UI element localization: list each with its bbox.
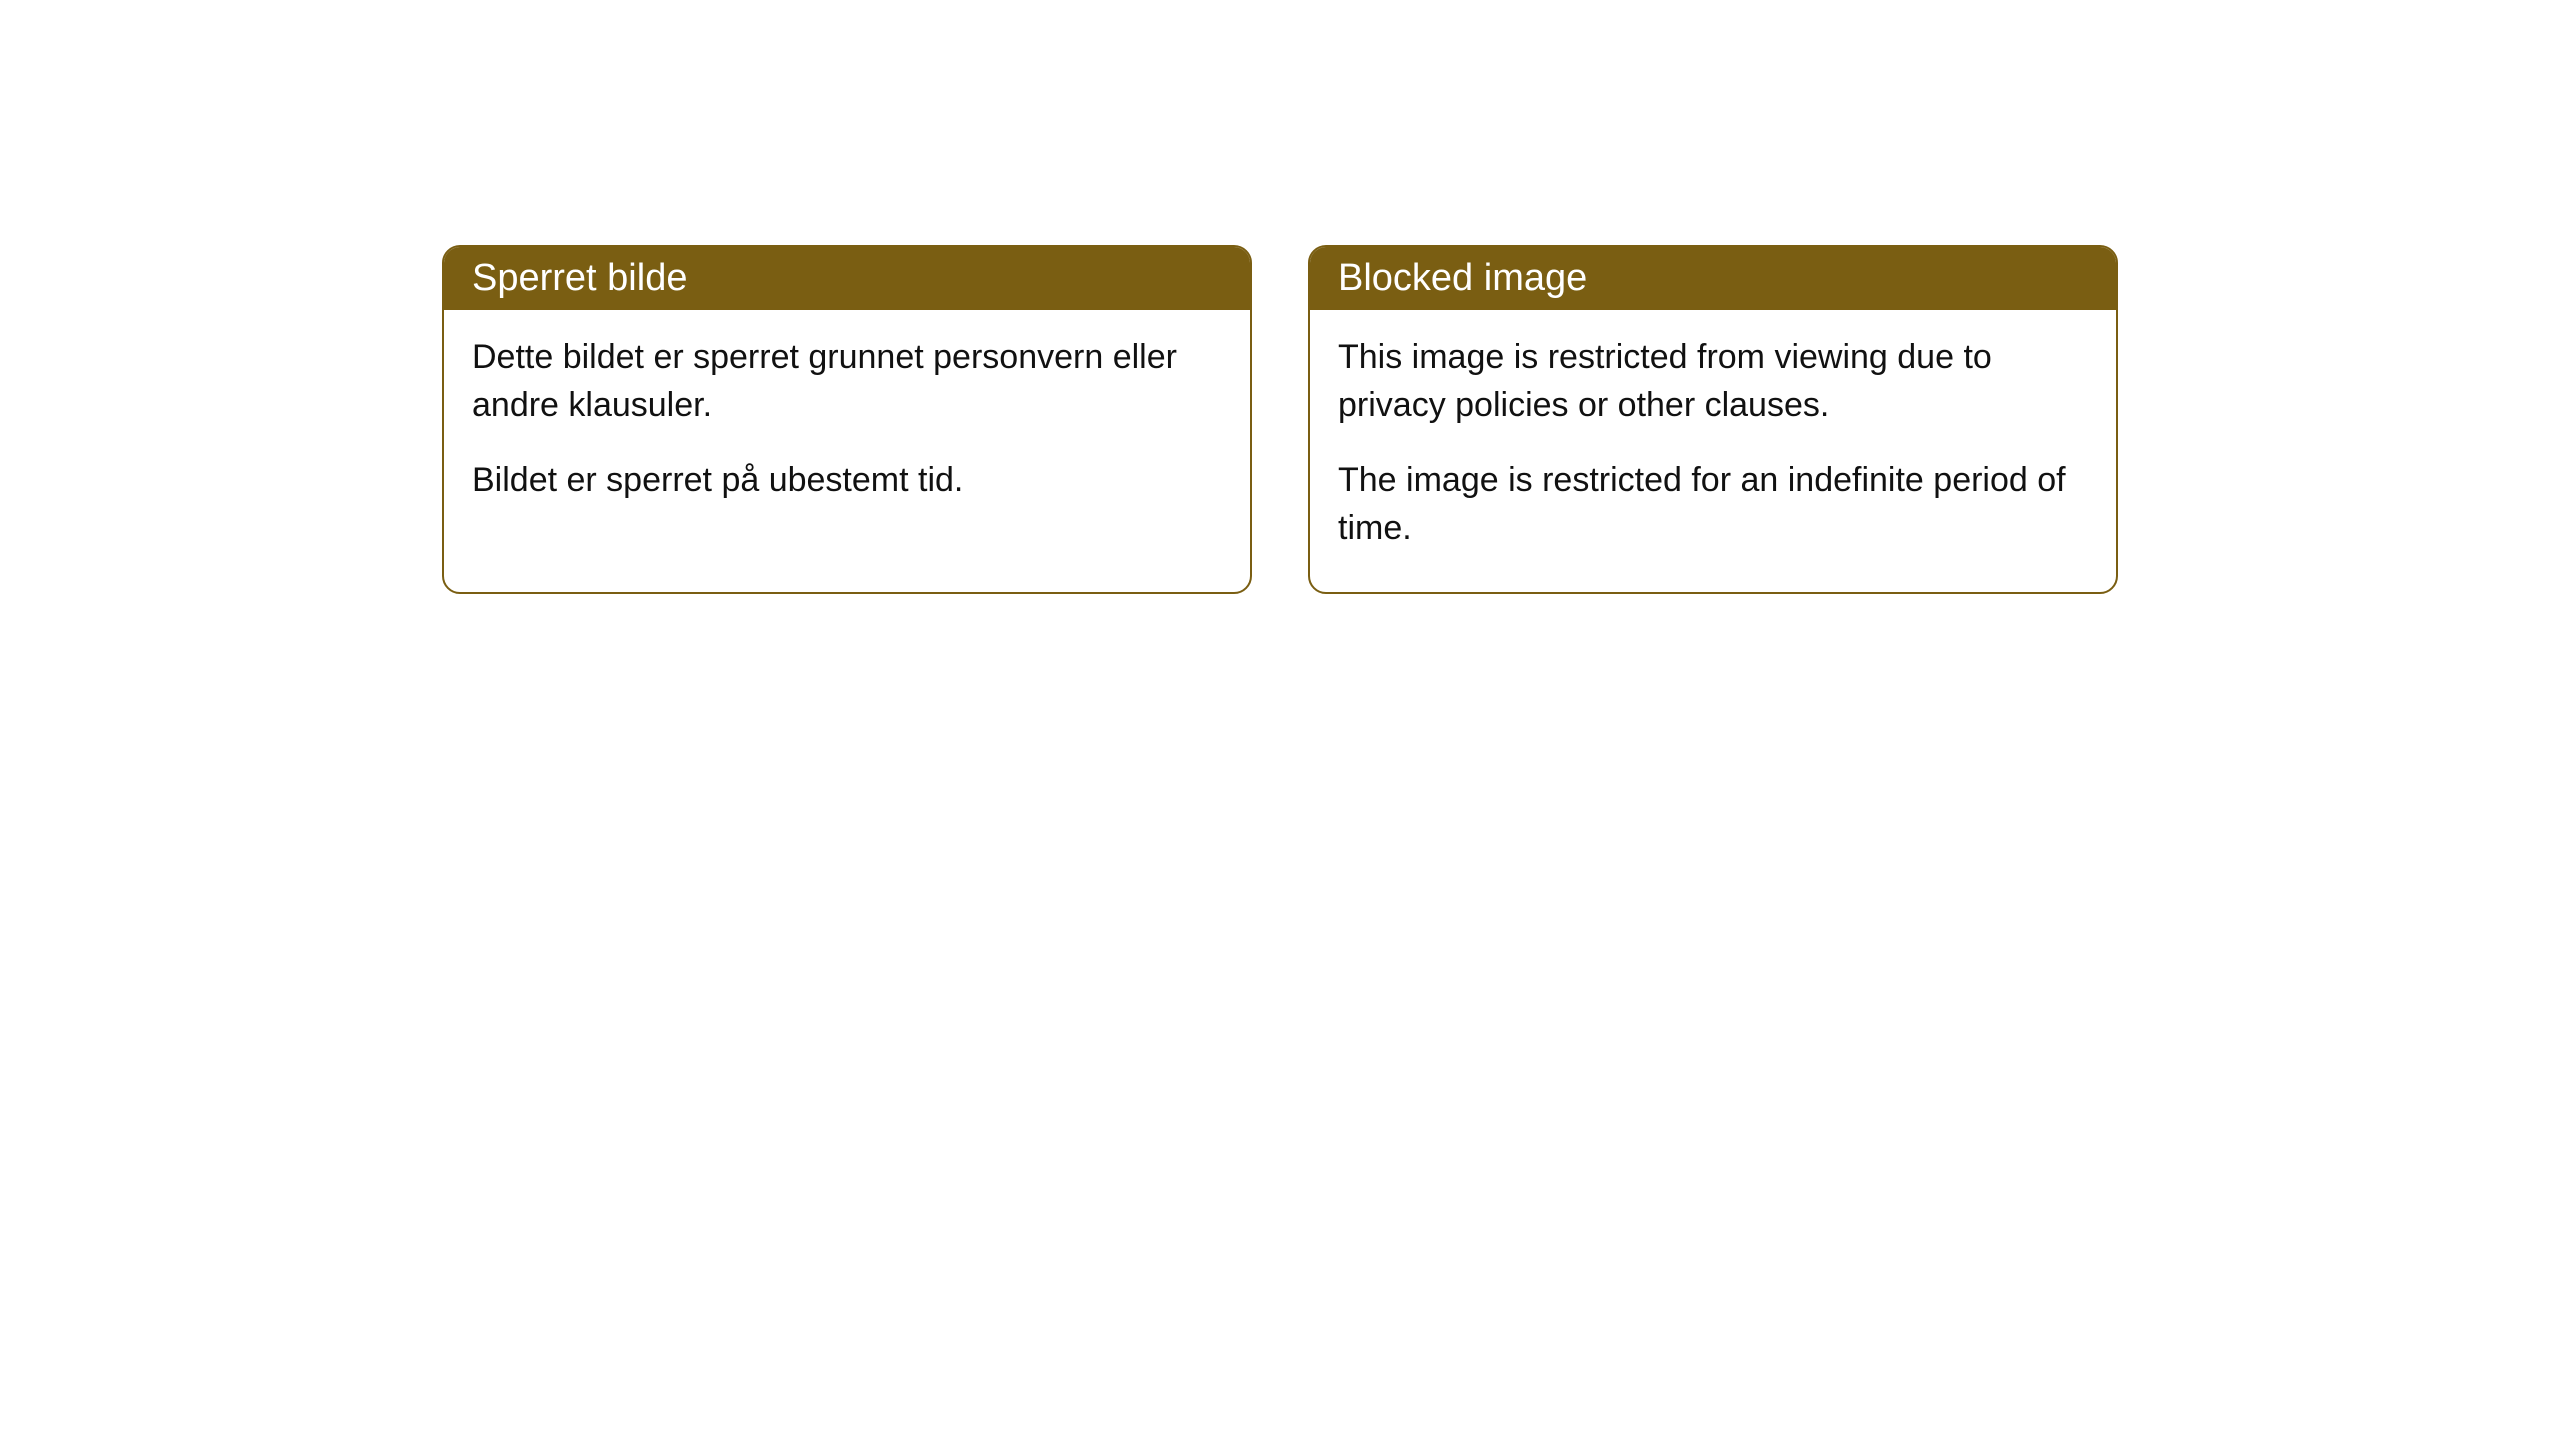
notice-paragraph: Dette bildet er sperret grunnet personve… — [472, 334, 1222, 429]
notice-cards-container: Sperret bilde Dette bildet er sperret gr… — [442, 245, 2118, 594]
notice-title: Sperret bilde — [472, 257, 687, 299]
notice-header-norwegian: Sperret bilde — [444, 247, 1250, 310]
notice-body-norwegian: Dette bildet er sperret grunnet personve… — [444, 310, 1250, 545]
notice-paragraph: This image is restricted from viewing du… — [1338, 334, 2088, 429]
notice-card-norwegian: Sperret bilde Dette bildet er sperret gr… — [442, 245, 1252, 594]
notice-paragraph: Bildet er sperret på ubestemt tid. — [472, 457, 1222, 505]
notice-header-english: Blocked image — [1310, 247, 2116, 310]
notice-body-english: This image is restricted from viewing du… — [1310, 310, 2116, 592]
notice-card-english: Blocked image This image is restricted f… — [1308, 245, 2118, 594]
notice-title: Blocked image — [1338, 257, 1587, 299]
notice-paragraph: The image is restricted for an indefinit… — [1338, 457, 2088, 552]
